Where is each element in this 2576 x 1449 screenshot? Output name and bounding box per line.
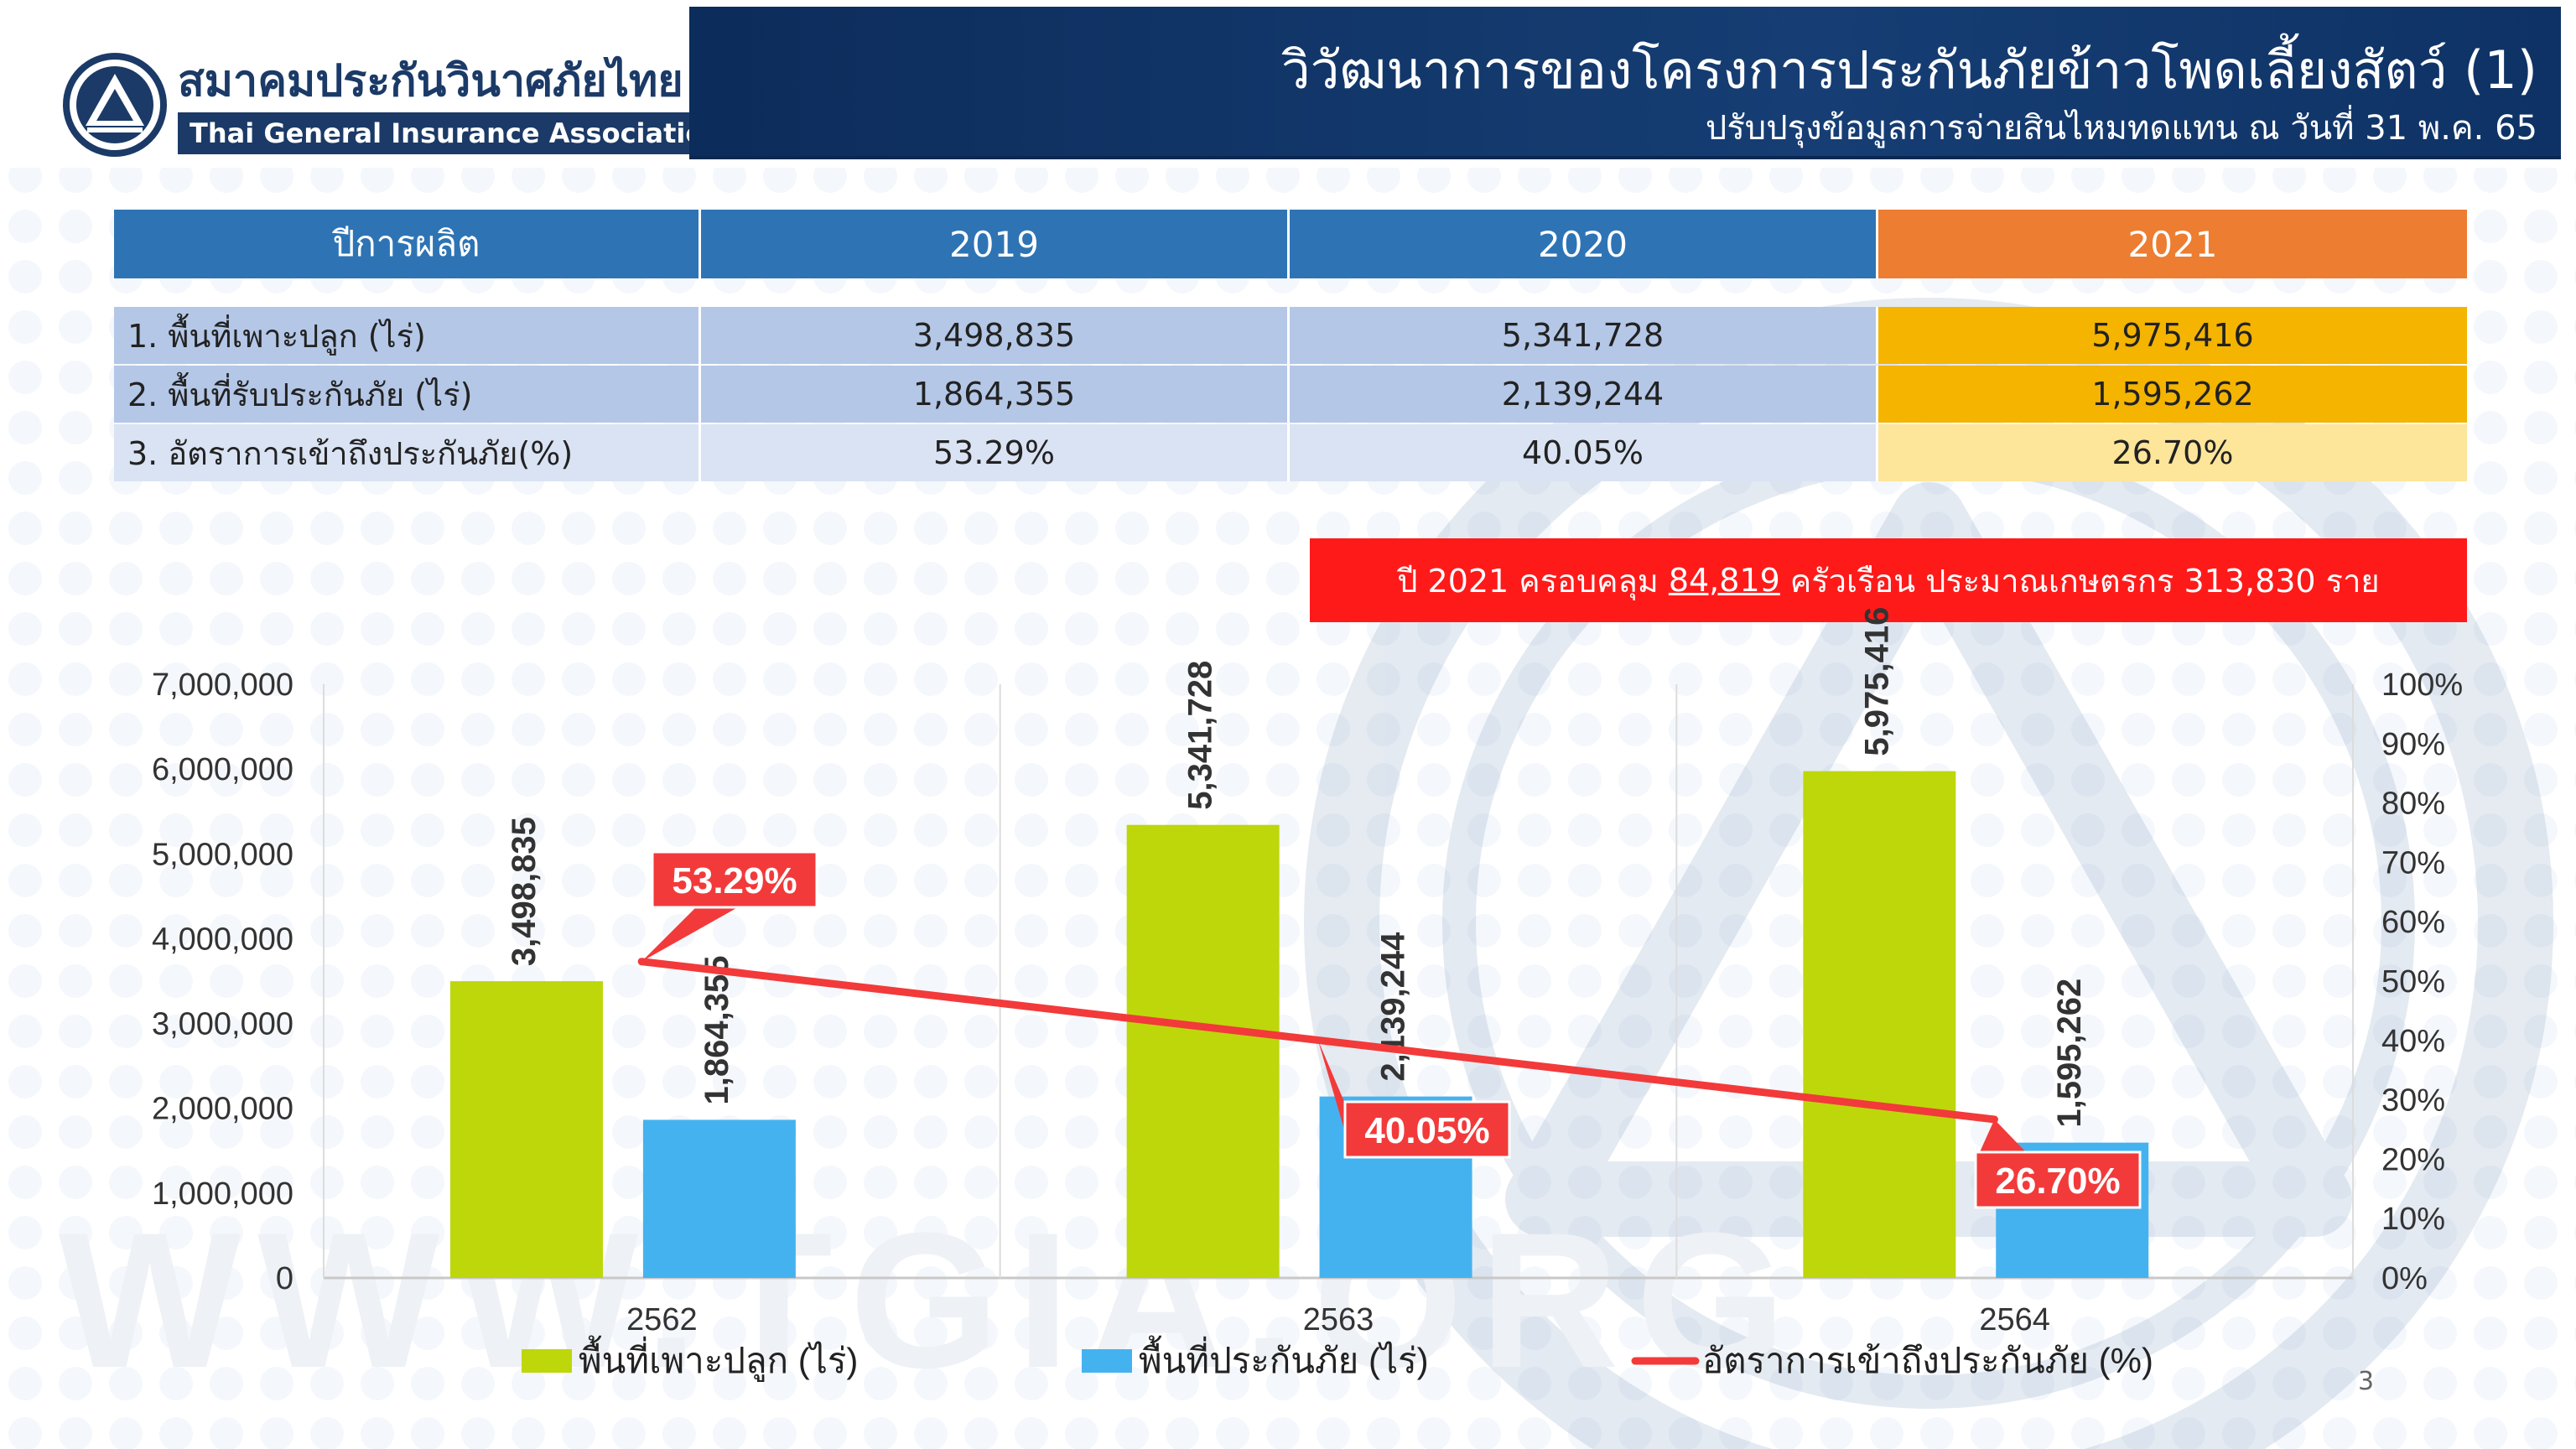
y-right-tick-label: 50% — [2381, 964, 2445, 1000]
bar-data-label: 1,864,355 — [699, 955, 735, 1104]
y-right-tick-label: 40% — [2381, 1024, 2445, 1059]
page-subtitle: ปรับปรุงข้อมูลการจ่ายสินไหมทดแทน ณ วันที… — [1705, 109, 2537, 148]
callout-box — [1343, 1100, 1511, 1159]
x-tick-label: 2563 — [1303, 1302, 1374, 1337]
logo-thai-name: สมาคมประกันวินาศภัยไทย — [178, 56, 683, 106]
rate-line — [637, 958, 1998, 1124]
table-header-cell-highlight: 2021 — [1878, 210, 2467, 278]
table-row-label: 3. อัตราการเข้าถึงประกันภัย(%) — [114, 424, 701, 481]
y-left-tick-label: 3,000,000 — [152, 1007, 293, 1042]
bar-data-label: 1,595,262 — [2051, 979, 2088, 1128]
y-right-tick-label: 0% — [2381, 1261, 2428, 1296]
table-row: 3. อัตราการเข้าถึงประกันภัย(%) 53.29% 40… — [114, 424, 2467, 481]
callout-pointer — [1979, 1119, 2028, 1154]
bar-data-label: 2,139,244 — [1375, 932, 1412, 1082]
bar — [1803, 771, 1956, 1278]
y-left-tick-label: 1,000,000 — [152, 1176, 293, 1212]
table-row: 1. พื้นที่เพาะปลูก (ไร่) 3,498,835 5,341… — [114, 307, 2467, 364]
tgia-logo-icon — [63, 53, 167, 157]
y-right-tick-label: 100% — [2381, 667, 2463, 703]
legend-label: พื้นที่ประกันภัย (ไร่) — [1139, 1335, 1429, 1380]
table-header-cell: ปีการผลิต — [114, 210, 701, 278]
callout-box — [1974, 1150, 2142, 1209]
y-left-tick-label: 2,000,000 — [152, 1092, 293, 1127]
tgia-logo: สมาคมประกันวินาศภัยไทย Thai General Insu… — [62, 52, 723, 161]
banner-households: 84,819 — [1668, 562, 1780, 599]
table-header-row: ปีการผลิต 2019 2020 2021 — [114, 210, 2467, 278]
table-cell: 3,498,835 — [701, 307, 1290, 364]
y-right-tick-label: 30% — [2381, 1083, 2445, 1119]
y-left-tick-label: 4,000,000 — [152, 922, 293, 957]
banner-text-after: ครัวเรือน ประมาณเกษตรกร 313,830 ราย — [1789, 562, 2380, 600]
coverage-banner: ปี 2021 ครอบคลุม 84,819 ครัวเรือน ประมาณ… — [1310, 538, 2467, 622]
x-tick-label: 2564 — [1979, 1302, 2050, 1337]
y-right-tick-label: 90% — [2381, 727, 2445, 762]
bar-data-label: 5,341,728 — [1182, 661, 1219, 810]
bar — [450, 981, 603, 1278]
page-title: วิวัฒนาการของโครงการประกันภัยข้าวโพดเลี้… — [1280, 39, 2537, 101]
callout-pointer — [641, 907, 738, 962]
table-cell-highlight: 1,595,262 — [1878, 366, 2467, 423]
table-cell: 53.29% — [701, 424, 1290, 481]
y-right-tick-label: 70% — [2381, 845, 2445, 880]
rate-data-label: 53.29% — [672, 860, 797, 901]
y-right-tick-label: 80% — [2381, 787, 2445, 822]
legend-swatch — [1082, 1349, 1132, 1373]
callout-box — [651, 850, 818, 909]
table-cell-highlight: 5,975,416 — [1878, 307, 2467, 364]
table-header-cell: 2020 — [1290, 210, 1878, 278]
y-left-tick-label: 0 — [276, 1261, 293, 1296]
watermark-url: WWW.TGIA.ORG — [59, 1192, 1803, 1408]
rate-data-label: 40.05% — [1364, 1110, 1489, 1151]
legend-swatch — [522, 1349, 572, 1373]
y-right-tick-label: 20% — [2381, 1142, 2445, 1177]
callout-pointer — [1317, 1040, 1345, 1132]
bar-data-label: 5,975,416 — [1858, 607, 1895, 756]
bar — [1126, 824, 1280, 1278]
y-right-tick-label: 60% — [2381, 905, 2445, 940]
table-row-label: 1. พื้นที่เพาะปลูก (ไร่) — [114, 307, 701, 364]
y-left-tick-label: 6,000,000 — [152, 752, 293, 787]
bar-data-label: 3,498,835 — [506, 817, 543, 966]
bar — [642, 1119, 796, 1278]
x-tick-label: 2562 — [626, 1302, 698, 1337]
table-cell: 2,139,244 — [1290, 366, 1878, 423]
legend-label: อัตราการเข้าถึงประกันภัย (%) — [1702, 1341, 2153, 1380]
y-left-tick-label: 7,000,000 — [152, 667, 293, 703]
logo-english-name: Thai General Insurance Association — [178, 112, 723, 154]
title-band: วิวัฒนาการของโครงการประกันภัยข้าวโพดเลี้… — [689, 7, 2561, 159]
table-cell-highlight: 26.70% — [1878, 424, 2467, 481]
page-number: 3 — [2358, 1367, 2375, 1396]
table-cell: 40.05% — [1290, 424, 1878, 481]
table-header-cell: 2019 — [701, 210, 1290, 278]
table-row: 2. พื้นที่รับประกันภัย (ไร่) 1,864,355 2… — [114, 366, 2467, 423]
table-cell: 5,341,728 — [1290, 307, 1878, 364]
banner-text-before: ปี 2021 ครอบคลุม — [1397, 562, 1659, 600]
y-right-tick-label: 10% — [2381, 1202, 2445, 1237]
rate-data-label: 26.70% — [1995, 1161, 2120, 1202]
table-cell: 1,864,355 — [701, 366, 1290, 423]
legend-label: พื้นที่เพาะปลูก (ไร่) — [579, 1335, 858, 1382]
y-left-tick-label: 5,000,000 — [152, 837, 293, 872]
table-row-label: 2. พื้นที่รับประกันภัย (ไร่) — [114, 366, 701, 423]
